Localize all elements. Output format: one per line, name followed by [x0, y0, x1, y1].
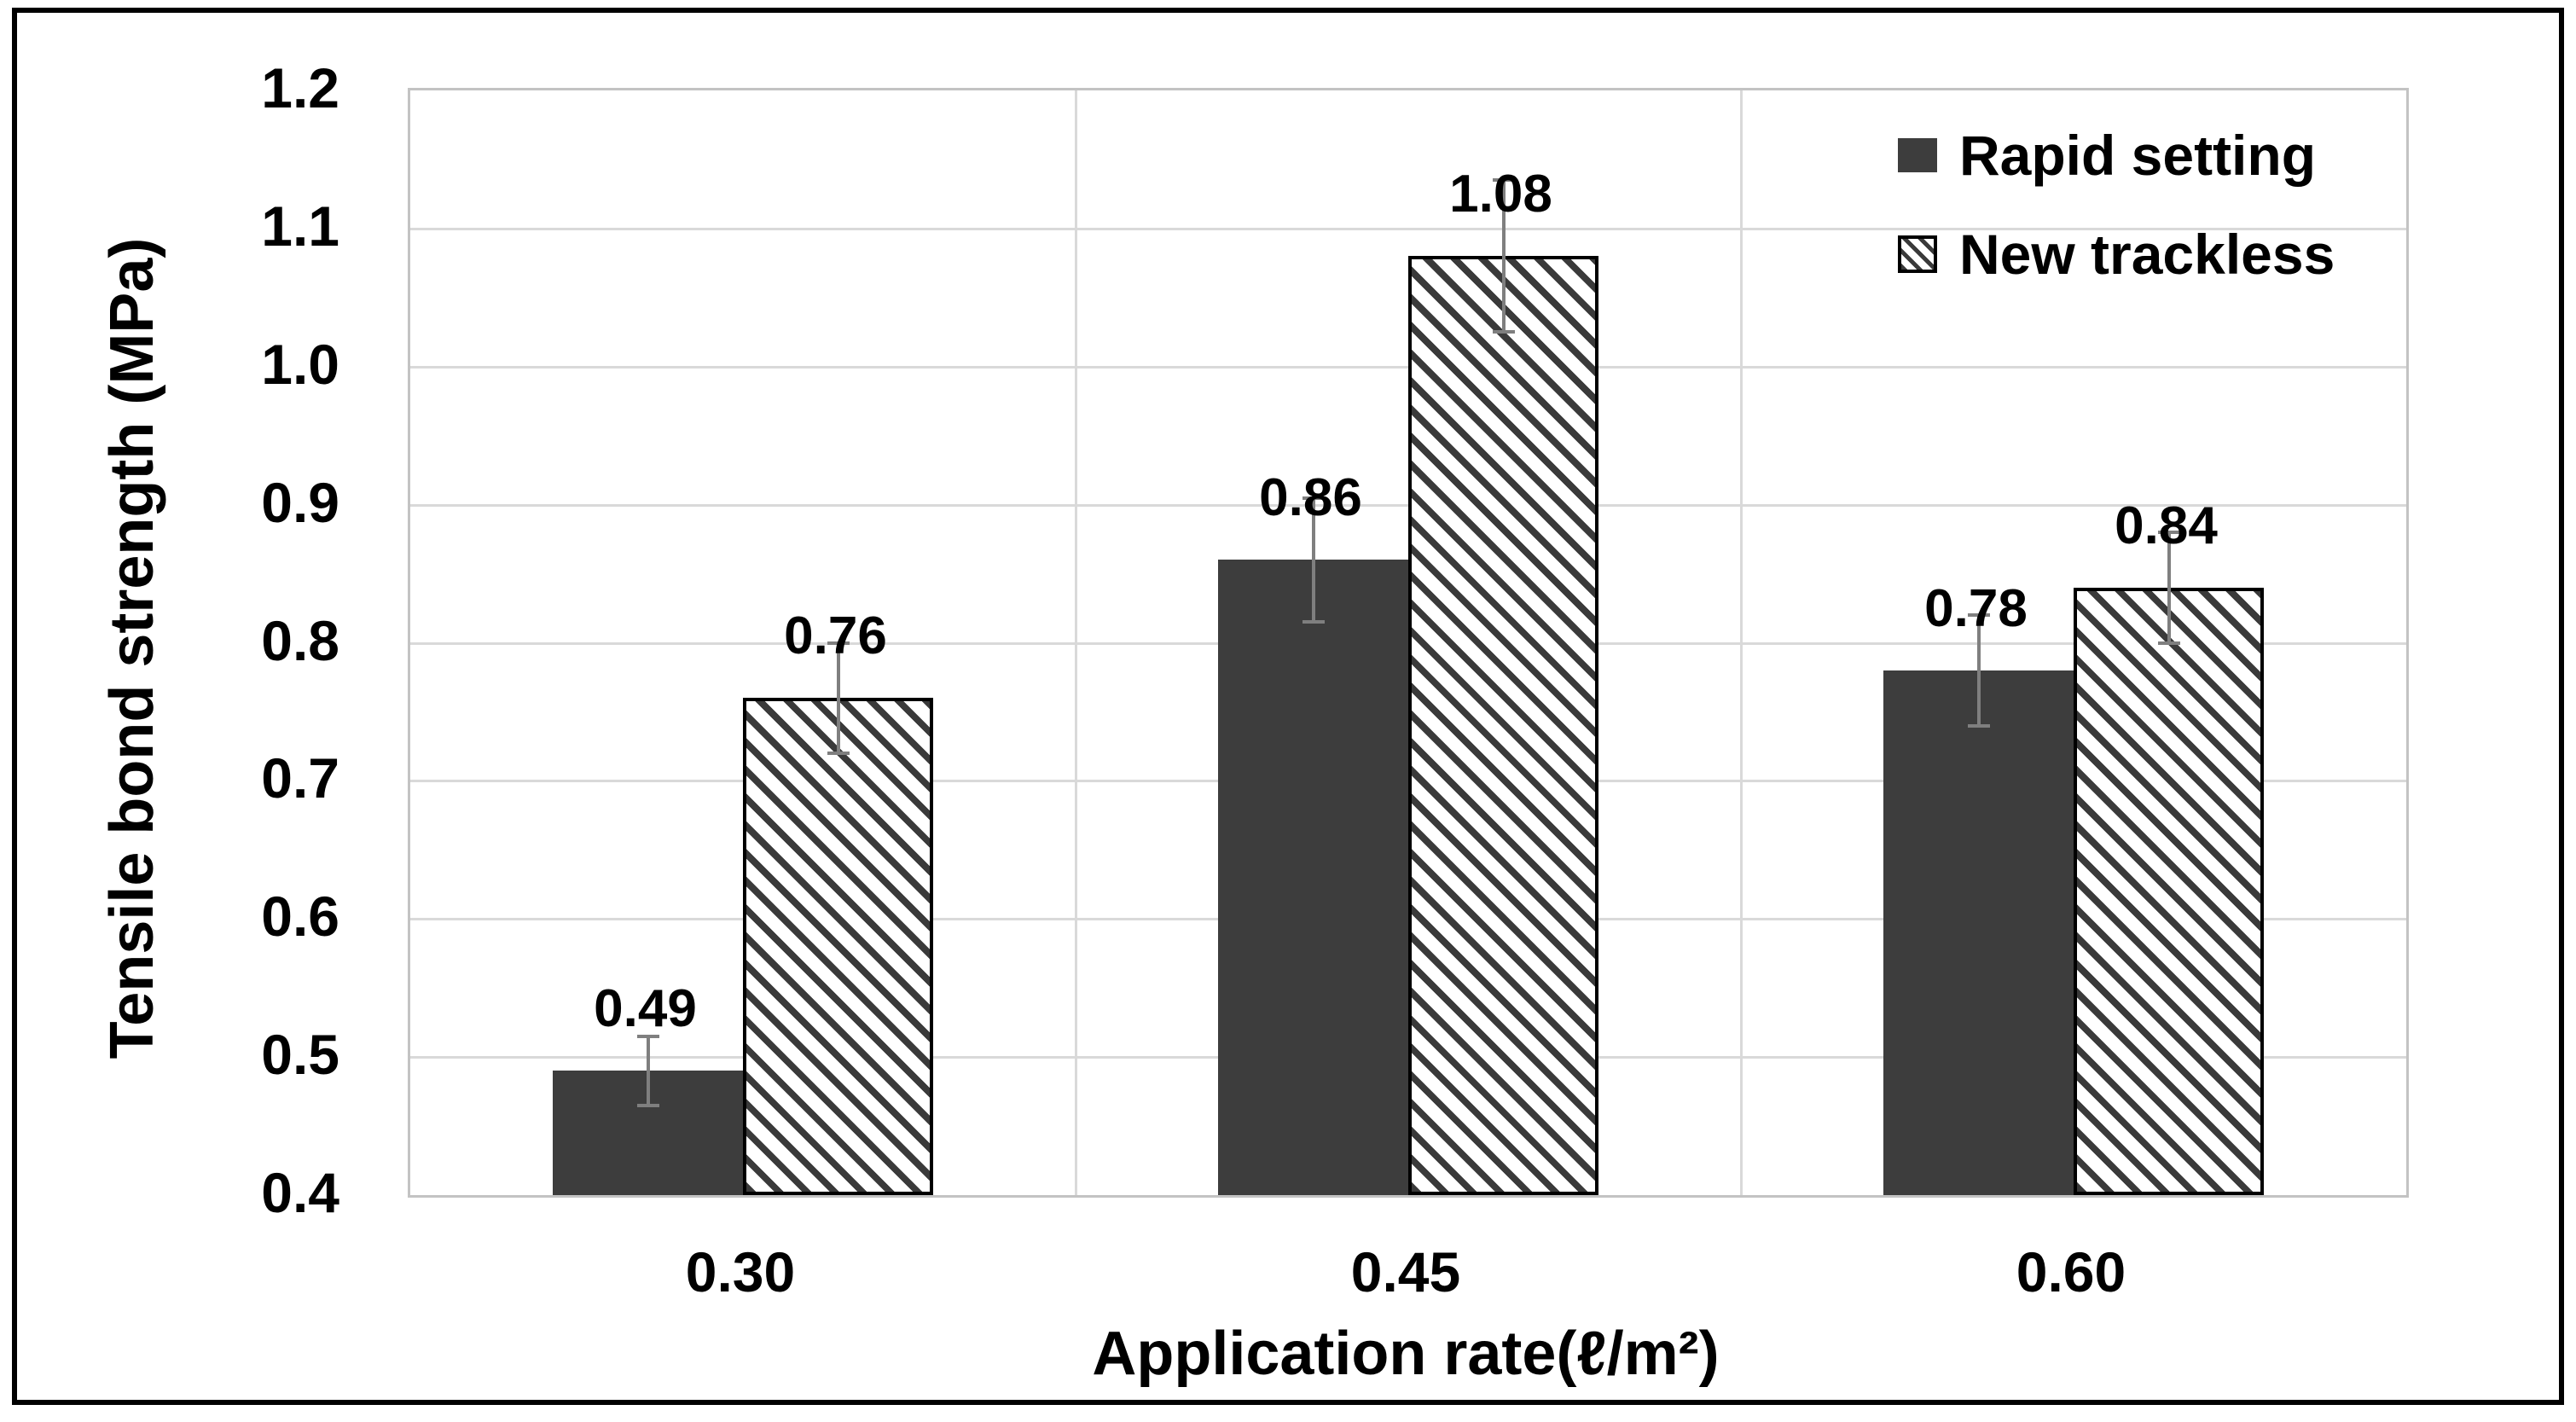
y-axis-tick-label: 0.8 — [261, 608, 339, 672]
error-bar-cap-bottom — [2157, 641, 2180, 645]
legend-label: Rapid setting — [1959, 124, 2317, 187]
plot-area — [408, 88, 2409, 1198]
y-axis-tick-label: 0.4 — [261, 1161, 339, 1224]
error-bar-cap-bottom — [1967, 723, 1990, 728]
legend-marker-solid-icon — [1898, 138, 1937, 172]
error-bar-cap-bottom — [1492, 330, 1515, 334]
error-bar-cap-top — [1967, 613, 1990, 618]
legend-marker-hatched-icon — [1898, 235, 1937, 273]
data-label: 0.49 — [594, 979, 697, 1039]
error-bar-line — [1501, 180, 1506, 333]
error-bar-cap-top — [636, 1034, 659, 1038]
error-bar-cap-top — [1492, 178, 1515, 183]
y-axis-tick-label: 1.1 — [261, 194, 339, 258]
y-axis-tick-label: 0.7 — [261, 746, 339, 810]
gridline-vertical — [1740, 90, 1743, 1195]
error-bar-cap-bottom — [636, 1103, 659, 1107]
error-bar-cap-bottom — [1302, 620, 1325, 624]
y-axis-tick-label: 1.2 — [261, 56, 339, 119]
y-axis-tick-label: 0.5 — [261, 1023, 339, 1087]
error-bar-cap-top — [1302, 496, 1325, 500]
error-bar-cap-bottom — [827, 752, 850, 755]
legend-item-new-trackless: New trackless — [1898, 217, 2335, 292]
y-axis-tick-label: 0.9 — [261, 470, 339, 534]
data-label: 0.84 — [2115, 496, 2218, 555]
error-bar-line — [1976, 615, 1981, 726]
legend: Rapid setting New trackless — [1898, 118, 2335, 316]
bar-new-trackless-0.30 — [743, 698, 933, 1195]
data-label: 1.08 — [1449, 165, 1552, 224]
data-label: 0.76 — [784, 607, 887, 666]
x-axis-tick-label: 0.60 — [2016, 1240, 2126, 1303]
legend-item-rapid-setting: Rapid setting — [1898, 118, 2335, 193]
data-label: 0.86 — [1259, 468, 1362, 528]
data-label: 0.78 — [1924, 578, 2028, 638]
error-bar-line — [836, 642, 840, 753]
y-axis-tick-label: 1.0 — [261, 332, 339, 396]
chart-border-frame — [12, 8, 2564, 1405]
legend-label: New trackless — [1959, 223, 2335, 286]
error-bar-line — [646, 1036, 650, 1106]
x-axis-title: Application rate(ℓ/m²) — [1092, 1320, 1720, 1388]
bar-rapid-setting-0.60 — [1883, 670, 2074, 1195]
gridline-vertical — [1075, 90, 1077, 1195]
error-bar-line — [1311, 497, 1315, 623]
error-bar-cap-top — [2157, 531, 2180, 534]
bar-new-trackless-0.60 — [2074, 587, 2264, 1195]
bar-new-trackless-0.45 — [1408, 256, 1598, 1195]
y-axis-title: Tensile bond strength (MPa) — [98, 237, 166, 1059]
bar-rapid-setting-0.45 — [1218, 560, 1408, 1195]
gridline-horizontal — [410, 227, 2406, 230]
y-axis-tick-label: 0.6 — [261, 885, 339, 949]
error-bar-line — [2167, 532, 2171, 643]
x-axis-tick-label: 0.30 — [685, 1240, 796, 1303]
error-bar-cap-top — [827, 641, 850, 645]
x-axis-tick-label: 0.45 — [1350, 1240, 1461, 1303]
